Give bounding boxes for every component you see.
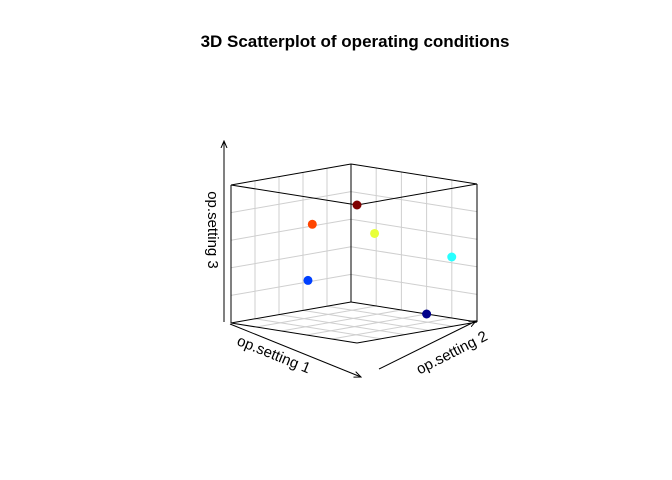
grid-line (350, 273, 478, 295)
data-point (307, 219, 317, 229)
grid-line (331, 317, 452, 340)
grid-line (254, 318, 382, 340)
y-axis-label: op.setting 2 (414, 328, 491, 378)
box-edge (356, 183, 478, 206)
z-axis-label: op.setting 3 (204, 191, 221, 269)
data-point (422, 309, 432, 319)
grid-line (281, 309, 402, 332)
y-axis-arrow (378, 321, 476, 370)
grid-line (306, 313, 427, 336)
box-frame (230, 163, 478, 344)
grid-line (350, 218, 478, 240)
data-point (303, 275, 313, 285)
grid-line (278, 314, 406, 336)
box-edge (230, 184, 358, 206)
grid-lines (230, 168, 478, 340)
box-edge (230, 322, 358, 344)
box-edge (350, 163, 478, 185)
data-point (370, 228, 380, 238)
grid-line (350, 246, 478, 268)
x-axis-arrow (229, 323, 361, 377)
x-axis-label: op.setting 1 (235, 332, 313, 377)
grid-line (256, 305, 377, 328)
grid-line (230, 191, 352, 214)
grid-line (350, 191, 478, 213)
chart-title: 3D Scatterplot of operating conditions (201, 32, 510, 51)
data-points (303, 200, 457, 319)
data-point (352, 200, 362, 210)
grid-line (230, 273, 352, 296)
data-point (447, 252, 457, 262)
grid-line (326, 305, 454, 327)
grid-line (230, 246, 352, 269)
box-edge (356, 321, 478, 344)
box-edge (350, 301, 478, 323)
box-edge (230, 163, 352, 186)
grid-line (302, 309, 430, 331)
box-edge (230, 301, 352, 324)
grid-line (230, 218, 352, 241)
